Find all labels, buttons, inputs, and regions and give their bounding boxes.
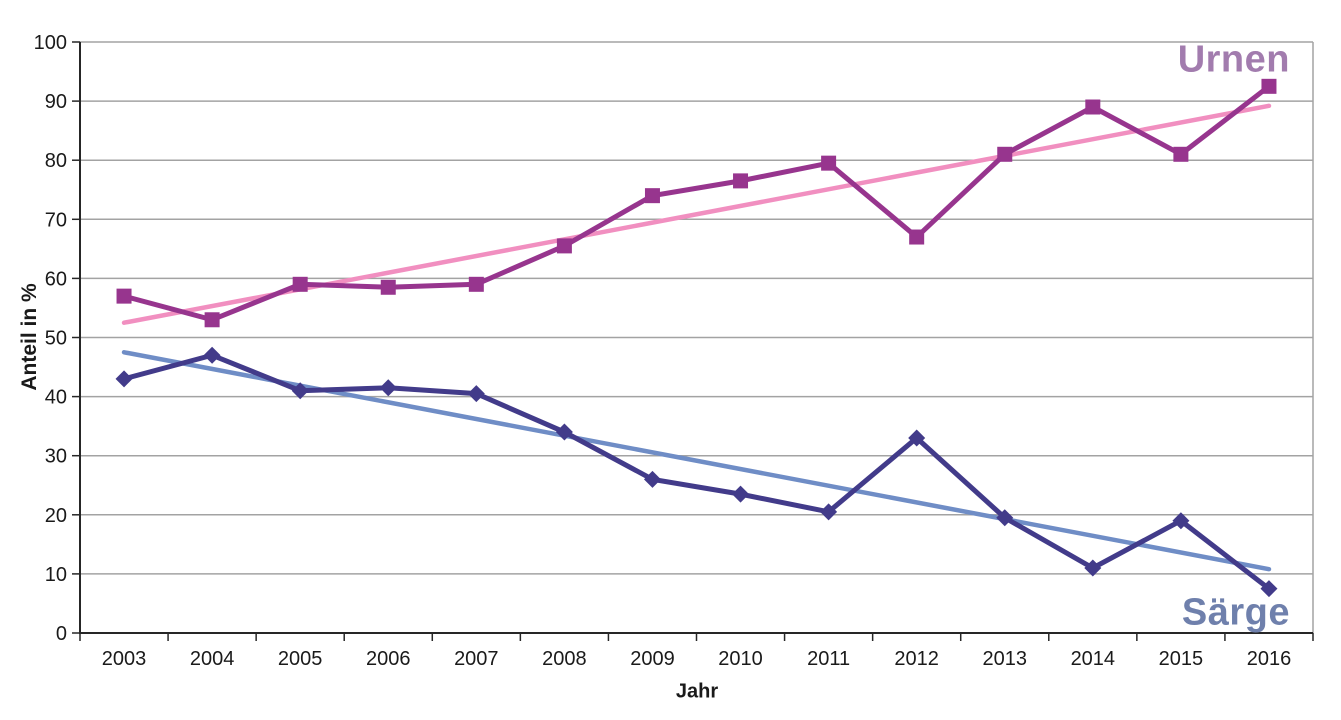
x-axis-year-label-2003: 2003 — [102, 648, 147, 670]
urnen-series-line — [123, 84, 1271, 323]
saerge-marker-2014 — [1084, 559, 1102, 577]
y-axis-title: Anteil in % — [18, 283, 41, 391]
x-axis-title: Jahr — [675, 680, 719, 703]
x-axis-year-label-2012: 2012 — [894, 648, 939, 670]
y-tick-label-80: 80 — [45, 150, 67, 172]
saerge-marker-2008 — [555, 423, 573, 441]
y-tick-label-10: 10 — [45, 564, 67, 586]
y-tick-label-70: 70 — [45, 209, 67, 231]
saerge-marker-2011 — [820, 503, 838, 521]
saerge-marker-2005 — [291, 382, 309, 400]
urnen-marker-2008 — [556, 238, 572, 254]
urnen-marker-2011 — [821, 155, 837, 171]
urnen-series-label: Urnen — [1177, 38, 1290, 81]
saerge-marker-2012 — [908, 429, 926, 447]
urnen-marker-2010 — [733, 173, 749, 189]
x-axis-year-label-2006: 2006 — [366, 648, 411, 670]
saerge-marker-2010 — [732, 485, 750, 503]
y-tick-label-100: 100 — [34, 32, 67, 54]
urnen-marker-2005 — [292, 276, 308, 292]
urnen-marker-2003 — [116, 288, 132, 304]
saerge-trend-line — [121, 350, 1272, 572]
x-axis-year-label-2014: 2014 — [1071, 648, 1116, 670]
x-axis-year-label-2009: 2009 — [630, 648, 675, 670]
urnen-marker-2006 — [380, 279, 396, 295]
y-tick-label-50: 50 — [45, 328, 67, 350]
urnen-marker-2016 — [1261, 78, 1277, 94]
y-tick-label-40: 40 — [45, 387, 67, 409]
saerge-marker-2007 — [467, 385, 485, 403]
urnen-marker-2004 — [204, 312, 220, 328]
saerge-series-label: Särge — [1181, 591, 1290, 634]
saerge-series-line — [123, 352, 1271, 591]
x-axis-year-label-2010: 2010 — [718, 648, 763, 670]
urnen-marker-2007 — [468, 276, 484, 292]
x-axis-year-label-2008: 2008 — [542, 648, 587, 670]
x-axis-year-label-2011: 2011 — [807, 648, 850, 670]
saerge-marker-2009 — [643, 470, 661, 488]
urnen-marker-2012 — [909, 229, 925, 245]
urnen-marker-2009 — [644, 188, 660, 204]
x-axis-year-label-2013: 2013 — [983, 648, 1028, 670]
y-tick-label-60: 60 — [45, 268, 67, 290]
x-axis-year-label-2005: 2005 — [278, 648, 323, 670]
x-axis-year-label-2015: 2015 — [1159, 648, 1204, 670]
urnen-marker-2015 — [1173, 146, 1189, 162]
urnen-marker-2013 — [997, 146, 1013, 162]
x-axis-year-label-2004: 2004 — [190, 648, 235, 670]
saerge-marker-2016 — [1260, 580, 1278, 598]
urnen-marker-2014 — [1085, 99, 1101, 115]
y-tick-label-90: 90 — [45, 91, 67, 113]
y-tick-label-30: 30 — [45, 446, 67, 468]
x-axis-year-label-2016: 2016 — [1247, 648, 1292, 670]
saerge-marker-2015 — [1172, 512, 1190, 530]
y-tick-label-20: 20 — [45, 505, 67, 527]
saerge-marker-2004 — [203, 346, 221, 364]
y-tick-label-0: 0 — [56, 623, 67, 645]
saerge-marker-2006 — [379, 379, 397, 397]
saerge-marker-2003 — [115, 370, 133, 388]
saerge-marker-2013 — [996, 509, 1014, 527]
x-axis-year-label-2007: 2007 — [454, 648, 499, 670]
